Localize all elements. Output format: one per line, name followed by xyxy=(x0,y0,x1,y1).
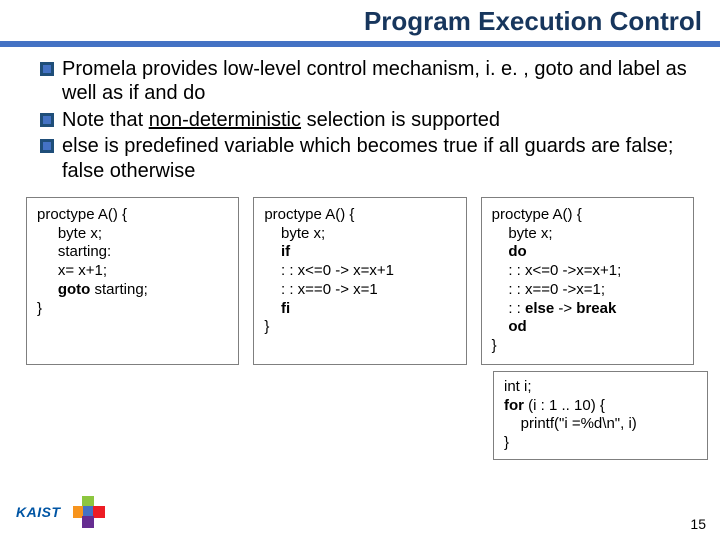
bullet-1-text: Promela provides low-level control mecha… xyxy=(62,57,694,106)
title-bar: Program Execution Control xyxy=(0,0,720,41)
bullet-3-text: else is predefined variable which become… xyxy=(62,134,694,183)
bullet-1: Promela provides low-level control mecha… xyxy=(40,57,694,106)
bullet-2-text: Note that non-deterministic selection is… xyxy=(62,108,500,132)
cluster-icon xyxy=(73,496,105,528)
content-area: Promela provides low-level control mecha… xyxy=(0,57,720,460)
slide-title: Program Execution Control xyxy=(364,6,702,36)
code-box-3: proctype A() { byte x; do : : x<=0 ->x=x… xyxy=(481,197,694,365)
title-rule xyxy=(0,41,720,47)
code-box-2: proctype A() { byte x; if : : x<=0 -> x=… xyxy=(253,197,466,365)
bullet-icon xyxy=(40,139,56,153)
kaist-logo-text: KAIST xyxy=(16,504,61,520)
code-box-4: int i; for (i : 1 .. 10) { printf("i =%d… xyxy=(493,371,708,460)
code-row: proctype A() { byte x; starting: x= x+1;… xyxy=(26,197,694,365)
code-box-1: proctype A() { byte x; starting: x= x+1;… xyxy=(26,197,239,365)
bullet-2: Note that non-deterministic selection is… xyxy=(40,108,694,132)
bullet-icon xyxy=(40,113,56,127)
bullet-3: else is predefined variable which become… xyxy=(40,134,694,183)
page-number: 15 xyxy=(690,516,706,532)
bullet-icon xyxy=(40,62,56,76)
footer-logo: KAIST xyxy=(16,496,105,528)
